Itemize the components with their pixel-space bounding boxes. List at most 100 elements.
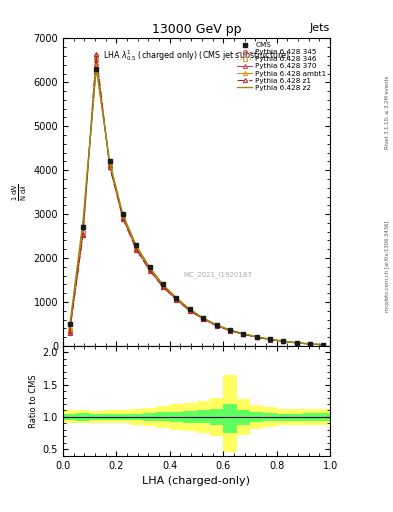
Pythia 6.428 346: [134, 244, 139, 250]
CMS: [241, 331, 246, 337]
Pythia 6.428 z2: [174, 295, 179, 301]
CMS: [308, 340, 312, 347]
Pythia 6.428 z1: [94, 51, 99, 57]
Pythia 6.428 346: [147, 266, 152, 272]
CMS: [187, 306, 192, 312]
Pythia 6.428 ambt1: [147, 265, 152, 271]
CMS: [294, 339, 299, 346]
Pythia 6.428 345: [187, 308, 192, 314]
Pythia 6.428 370: [121, 215, 125, 221]
Pythia 6.428 ambt1: [241, 331, 246, 337]
Pythia 6.428 z1: [174, 297, 179, 303]
Pythia 6.428 ambt1: [107, 160, 112, 166]
Pythia 6.428 345: [134, 246, 139, 252]
CMS: [67, 321, 72, 327]
CMS: [214, 322, 219, 328]
Pythia 6.428 345: [81, 228, 85, 234]
Pythia 6.428 z1: [161, 284, 165, 290]
Pythia 6.428 345: [321, 342, 326, 348]
Pythia 6.428 z1: [121, 216, 125, 222]
Line: Pythia 6.428 370: Pythia 6.428 370: [68, 60, 325, 347]
Pythia 6.428 z1: [107, 164, 112, 170]
Line: CMS: CMS: [67, 67, 326, 347]
Pythia 6.428 z2: [134, 243, 139, 249]
Pythia 6.428 z1: [228, 328, 232, 334]
Y-axis label: Ratio to CMS: Ratio to CMS: [29, 374, 39, 428]
Pythia 6.428 ambt1: [81, 222, 85, 228]
Pythia 6.428 346: [161, 283, 165, 289]
Pythia 6.428 370: [254, 334, 259, 340]
Pythia 6.428 346: [81, 224, 85, 230]
CMS: [161, 281, 165, 287]
Legend: CMS, Pythia 6.428 345, Pythia 6.428 346, Pythia 6.428 370, Pythia 6.428 ambt1, P: CMS, Pythia 6.428 345, Pythia 6.428 346,…: [235, 40, 328, 92]
CMS: [268, 336, 272, 342]
CMS: [121, 211, 125, 217]
Pythia 6.428 z1: [67, 330, 72, 336]
Text: Rivet 3.1.10, ≥ 3.2M events: Rivet 3.1.10, ≥ 3.2M events: [385, 76, 389, 150]
Pythia 6.428 ambt1: [254, 334, 259, 340]
Pythia 6.428 345: [228, 328, 232, 334]
Pythia 6.428 345: [121, 216, 125, 222]
Pythia 6.428 z2: [268, 336, 272, 342]
Line: Pythia 6.428 346: Pythia 6.428 346: [68, 58, 325, 347]
Pythia 6.428 z1: [321, 342, 326, 348]
CMS: [134, 242, 139, 248]
Pythia 6.428 z1: [81, 232, 85, 238]
Pythia 6.428 ambt1: [134, 244, 139, 250]
Pythia 6.428 346: [228, 327, 232, 333]
Pythia 6.428 346: [107, 160, 112, 166]
Pythia 6.428 370: [214, 323, 219, 329]
Pythia 6.428 346: [254, 334, 259, 340]
Pythia 6.428 346: [187, 307, 192, 313]
Pythia 6.428 346: [214, 322, 219, 328]
Pythia 6.428 ambt1: [187, 307, 192, 313]
Pythia 6.428 z2: [281, 338, 286, 344]
Pythia 6.428 370: [228, 327, 232, 333]
Pythia 6.428 ambt1: [201, 315, 206, 321]
Pythia 6.428 370: [134, 245, 139, 251]
X-axis label: LHA (charged-only): LHA (charged-only): [143, 476, 250, 486]
Pythia 6.428 370: [161, 283, 165, 289]
Pythia 6.428 z2: [321, 342, 326, 348]
Pythia 6.428 370: [81, 231, 85, 237]
Pythia 6.428 z2: [254, 334, 259, 340]
CMS: [81, 224, 85, 230]
CMS: [174, 294, 179, 301]
Pythia 6.428 345: [308, 341, 312, 347]
Pythia 6.428 346: [321, 342, 326, 348]
CMS: [147, 264, 152, 270]
Pythia 6.428 z2: [81, 219, 85, 225]
Pythia 6.428 z1: [294, 340, 299, 346]
Pythia 6.428 ambt1: [174, 295, 179, 301]
Text: Jets: Jets: [310, 23, 330, 33]
Y-axis label: $\frac{1}{\mathrm{N}} \frac{\mathrm{d}N}{\mathrm{d}\lambda}$: $\frac{1}{\mathrm{N}} \frac{\mathrm{d}N}…: [11, 183, 29, 201]
Pythia 6.428 346: [268, 336, 272, 343]
Pythia 6.428 z2: [201, 315, 206, 321]
Pythia 6.428 z2: [107, 159, 112, 165]
Pythia 6.428 z2: [294, 339, 299, 346]
Text: mcplots.cern.ch [arXiv:1306.3436]: mcplots.cern.ch [arXiv:1306.3436]: [385, 221, 389, 312]
Pythia 6.428 z1: [214, 323, 219, 329]
Pythia 6.428 z1: [147, 267, 152, 273]
Pythia 6.428 z1: [254, 334, 259, 340]
Pythia 6.428 z2: [94, 65, 99, 71]
Pythia 6.428 ambt1: [281, 338, 286, 345]
Pythia 6.428 346: [67, 327, 72, 333]
Pythia 6.428 370: [268, 336, 272, 343]
Pythia 6.428 345: [174, 296, 179, 303]
Pythia 6.428 z2: [147, 264, 152, 270]
Pythia 6.428 ambt1: [321, 342, 326, 348]
Pythia 6.428 345: [241, 331, 246, 337]
Pythia 6.428 370: [174, 296, 179, 302]
CMS: [94, 66, 99, 72]
Pythia 6.428 ambt1: [268, 336, 272, 343]
Pythia 6.428 370: [94, 59, 99, 66]
Pythia 6.428 370: [241, 331, 246, 337]
Line: Pythia 6.428 ambt1: Pythia 6.428 ambt1: [68, 63, 325, 347]
Pythia 6.428 z1: [201, 316, 206, 322]
CMS: [201, 315, 206, 321]
Pythia 6.428 ambt1: [294, 339, 299, 346]
CMS: [321, 342, 326, 348]
Pythia 6.428 z2: [214, 322, 219, 328]
Pythia 6.428 z2: [121, 212, 125, 218]
